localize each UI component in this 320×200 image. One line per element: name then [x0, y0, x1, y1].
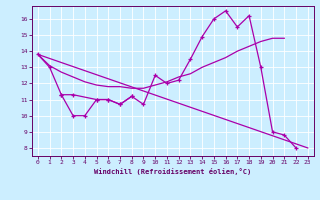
X-axis label: Windchill (Refroidissement éolien,°C): Windchill (Refroidissement éolien,°C) — [94, 168, 252, 175]
